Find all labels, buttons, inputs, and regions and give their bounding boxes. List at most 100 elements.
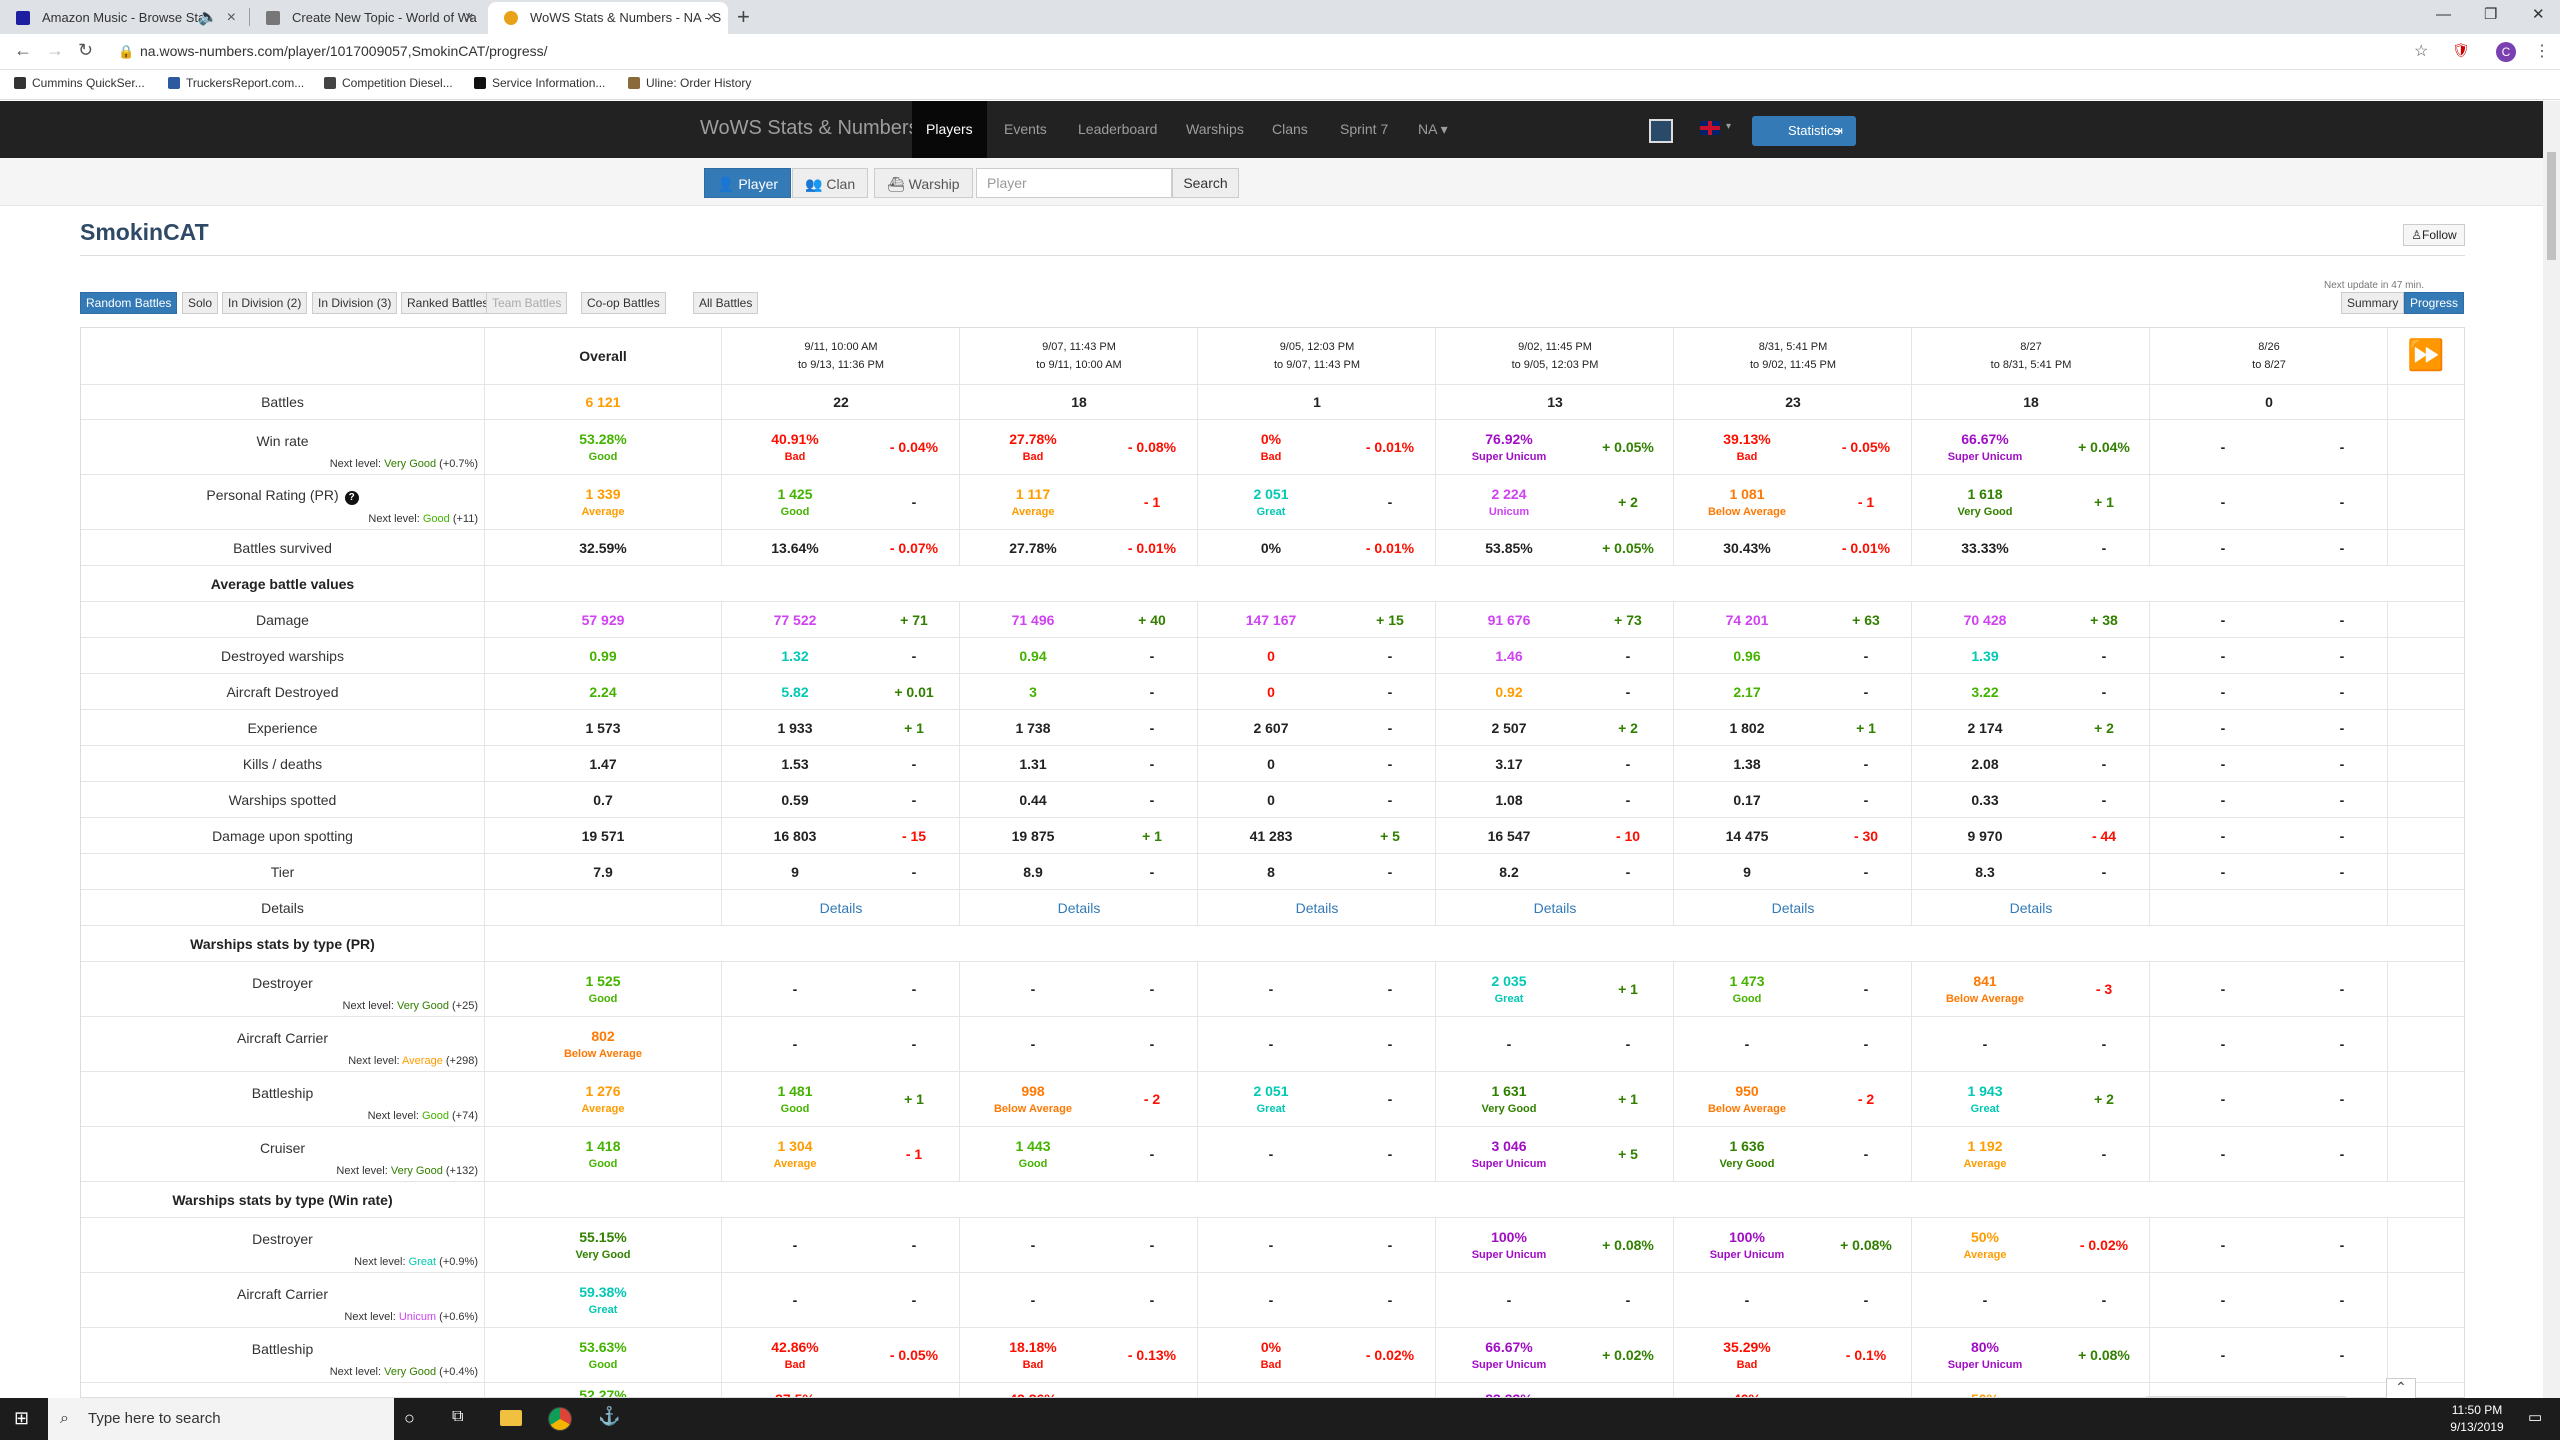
nav-leaderboard[interactable]: Leaderboard: [1078, 121, 1158, 137]
details-link[interactable]: Details: [1198, 890, 1436, 925]
close-tab-icon[interactable]: ×: [226, 9, 236, 26]
nav-warships[interactable]: Warships: [1186, 121, 1244, 137]
follow-button[interactable]: ♙Follow: [2403, 224, 2465, 246]
filter-button[interactable]: Random Battles: [80, 292, 178, 314]
wows-icon[interactable]: ⚓: [598, 1406, 621, 1426]
minimize-icon[interactable]: —: [2436, 6, 2451, 23]
menu-icon[interactable]: ⋮: [2534, 43, 2550, 60]
filter-button[interactable]: Ranked Battles: [401, 292, 495, 314]
url-field[interactable]: na.wows-numbers.com/player/1017009057,Sm…: [140, 43, 548, 59]
filter-button[interactable]: Co-op Battles: [581, 292, 666, 314]
maximize-icon[interactable]: ❐: [2484, 6, 2498, 23]
browser-tab[interactable]: Create New Topic - World of Wa ×: [250, 2, 486, 34]
table-row: Damage upon spotting 19 571 16 803 - 15 19 8…: [81, 818, 2464, 854]
column-divider: [1911, 1328, 1912, 1382]
details-link-text[interactable]: Details: [1533, 899, 1577, 916]
scrollbar-thumb[interactable]: [2547, 152, 2556, 260]
filter-button[interactable]: Solo: [182, 292, 219, 314]
details-link[interactable]: Details: [1912, 890, 2150, 925]
file-explorer-icon[interactable]: [500, 1410, 522, 1426]
search-input[interactable]: Player: [976, 168, 1172, 198]
chrome-icon[interactable]: [548, 1407, 572, 1431]
details-link-text[interactable]: Details: [819, 899, 863, 916]
column-divider: [1911, 1017, 1912, 1071]
bookmark[interactable]: Competition Diesel...: [324, 76, 453, 90]
reload-icon[interactable]: ↻: [78, 40, 94, 60]
taskbar-search[interactable]: ⌕ Type here to search: [48, 1398, 394, 1440]
period-delta: -: [1625, 755, 1631, 772]
nav-sprint[interactable]: Sprint 7: [1340, 121, 1389, 137]
overall-value: 53.63%: [579, 1339, 627, 1355]
column-divider: [1435, 328, 1436, 384]
bookmark[interactable]: Cummins QuickSer...: [14, 76, 145, 90]
period-delta: + 40: [1138, 611, 1166, 628]
bookmark[interactable]: TruckersReport.com...: [168, 76, 304, 90]
nav-events[interactable]: Events: [1004, 121, 1047, 137]
view-summary-button[interactable]: Summary: [2341, 292, 2405, 314]
search-tab-player[interactable]: 👤 Player: [704, 168, 792, 198]
filter-button[interactable]: Team Battles: [486, 292, 568, 314]
browser-tab[interactable]: Amazon Music - Browse Stat 🔈 ×: [0, 2, 248, 34]
profile-avatar[interactable]: C: [2496, 42, 2516, 62]
close-tab-icon[interactable]: ×: [706, 9, 716, 26]
bookmark[interactable]: Uline: Order History: [628, 76, 751, 90]
period-delta: - 0.01%: [1365, 539, 1415, 556]
period-rating: Below Average: [1707, 506, 1787, 518]
extension-icon[interactable]: 🛡: [2452, 42, 2470, 58]
logout-icon[interactable]: ⇥: [1832, 123, 1843, 138]
forward-icon[interactable]: →: [46, 40, 64, 60]
details-link[interactable]: Details: [1436, 890, 1674, 925]
nav-players[interactable]: Players: [912, 101, 987, 158]
column-divider: [1911, 638, 1912, 673]
view-progress-button[interactable]: Progress: [2404, 292, 2465, 314]
details-link-text[interactable]: Details: [2009, 899, 2053, 916]
period-value-cell: 18.18% Bad: [960, 1328, 1106, 1382]
close-tab-icon[interactable]: 🔈: [198, 9, 218, 26]
details-link[interactable]: Details: [722, 890, 960, 925]
star-icon[interactable]: ☆: [2414, 43, 2429, 60]
overall-cell: 7.9: [485, 854, 722, 889]
nav-region[interactable]: NA ▾: [1418, 121, 1448, 137]
search-tab-warship[interactable]: ⛴ Warship: [874, 168, 973, 198]
taskbar-clock[interactable]: 11:50 PM 9/13/2019: [2450, 1403, 2504, 1434]
uk-flag-icon[interactable]: [1700, 121, 1720, 135]
period-value-cell: -: [1198, 962, 1344, 1016]
notification-icon[interactable]: ▭: [2528, 1409, 2543, 1426]
new-tab-button[interactable]: +: [737, 4, 750, 29]
period-value: 74 201: [1725, 611, 1769, 628]
overall-rating: Good: [588, 451, 618, 463]
browser-tab-active[interactable]: WoWS Stats & Numbers - NA - S ×: [488, 2, 728, 34]
nav-clans[interactable]: Clans: [1272, 121, 1308, 137]
chevron-down-icon[interactable]: ▾: [1726, 121, 1732, 132]
site-brand[interactable]: WoWS Stats & Numbers: [700, 117, 919, 139]
details-link-text[interactable]: Details: [1057, 899, 1101, 916]
details-link[interactable]: Details: [960, 890, 1198, 925]
period-value: -: [2220, 863, 2226, 880]
statistics-button[interactable]: Statistics ⇥: [1752, 116, 1856, 146]
next-page-arrows-icon[interactable]: ⏩: [2407, 339, 2445, 372]
details-link-text[interactable]: Details: [1295, 899, 1339, 916]
filter-button[interactable]: In Division (2): [222, 292, 308, 314]
back-icon[interactable]: ←: [14, 40, 32, 60]
help-icon[interactable]: ?: [344, 491, 359, 505]
details-link-text[interactable]: Details: [1771, 899, 1815, 916]
column-divider: [1197, 818, 1198, 853]
period-value-cell: -: [2150, 854, 2296, 889]
cortana-icon[interactable]: ○: [404, 1408, 415, 1428]
scrollbar[interactable]: [2543, 101, 2560, 1398]
windows-start-icon[interactable]: ⊞: [14, 1408, 30, 1428]
search-button[interactable]: Search: [1172, 168, 1239, 198]
period-value: 0: [1267, 755, 1275, 772]
table-row: Cruiser Next level: Very Good (+132) 1 418…: [81, 1127, 2464, 1182]
details-link[interactable]: Details: [1674, 890, 1912, 925]
search-tab-clan[interactable]: 👥 Clan: [792, 168, 869, 198]
theme-toggle[interactable]: [1649, 119, 1673, 143]
close-window-icon[interactable]: ✕: [2532, 6, 2545, 23]
filter-button[interactable]: In Division (3): [312, 292, 398, 314]
column-divider: [1673, 602, 1674, 637]
close-tab-icon[interactable]: ×: [464, 9, 474, 26]
bookmark[interactable]: Service Information...: [474, 76, 605, 90]
filter-button[interactable]: All Battles: [693, 292, 759, 314]
task-view-icon[interactable]: ⧉: [452, 1408, 464, 1425]
scroll-to-top-button[interactable]: ⌃: [2386, 1378, 2416, 1400]
